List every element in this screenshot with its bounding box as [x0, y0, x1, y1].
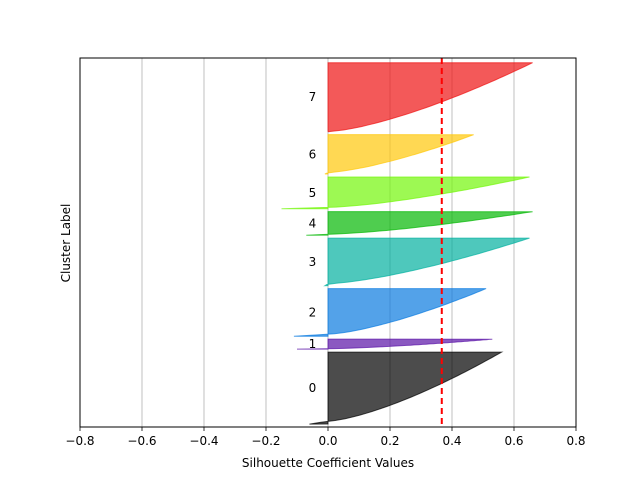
y-axis-label: Cluster Label — [59, 204, 73, 283]
x-tick-label-8: 0.8 — [566, 434, 585, 448]
x-tick-label-0: −0.8 — [65, 434, 94, 448]
x-axis-label: Silhouette Coefficient Values — [242, 456, 414, 470]
cluster-band-4 — [306, 211, 533, 236]
cluster-band-2 — [293, 288, 487, 337]
x-tick-label-7: 0.6 — [504, 434, 523, 448]
cluster-label-4: 4 — [309, 216, 317, 230]
x-tick-label-2: −0.4 — [189, 434, 218, 448]
cluster-label-1: 1 — [309, 337, 317, 351]
cluster-band-5 — [281, 176, 530, 210]
cluster-labels: 0 1 2 3 4 5 6 7 — [309, 90, 317, 395]
cluster-label-5: 5 — [309, 186, 317, 200]
cluster-band-7 — [327, 62, 533, 133]
cluster-bands — [281, 62, 533, 425]
cluster-label-3: 3 — [309, 255, 317, 269]
cluster-label-6: 6 — [309, 147, 317, 161]
cluster-band-0 — [309, 351, 504, 425]
cluster-band-3 — [323, 237, 530, 287]
x-tick-label-3: −0.2 — [251, 434, 280, 448]
x-tick-label-1: −0.6 — [127, 434, 156, 448]
cluster-label-0: 0 — [309, 381, 317, 395]
x-tick-label-4: 0.0 — [318, 434, 337, 448]
x-tick-label-6: 0.4 — [442, 434, 461, 448]
cluster-label-7: 7 — [309, 90, 317, 104]
cluster-label-2: 2 — [309, 305, 317, 319]
x-axis-ticks: −0.8 −0.6 −0.4 −0.2 0.0 0.2 0.4 0.6 0.8 — [65, 427, 586, 448]
cluster-band-6 — [324, 134, 474, 175]
cluster-band-1 — [296, 338, 493, 350]
x-tick-label-5: 0.2 — [380, 434, 399, 448]
